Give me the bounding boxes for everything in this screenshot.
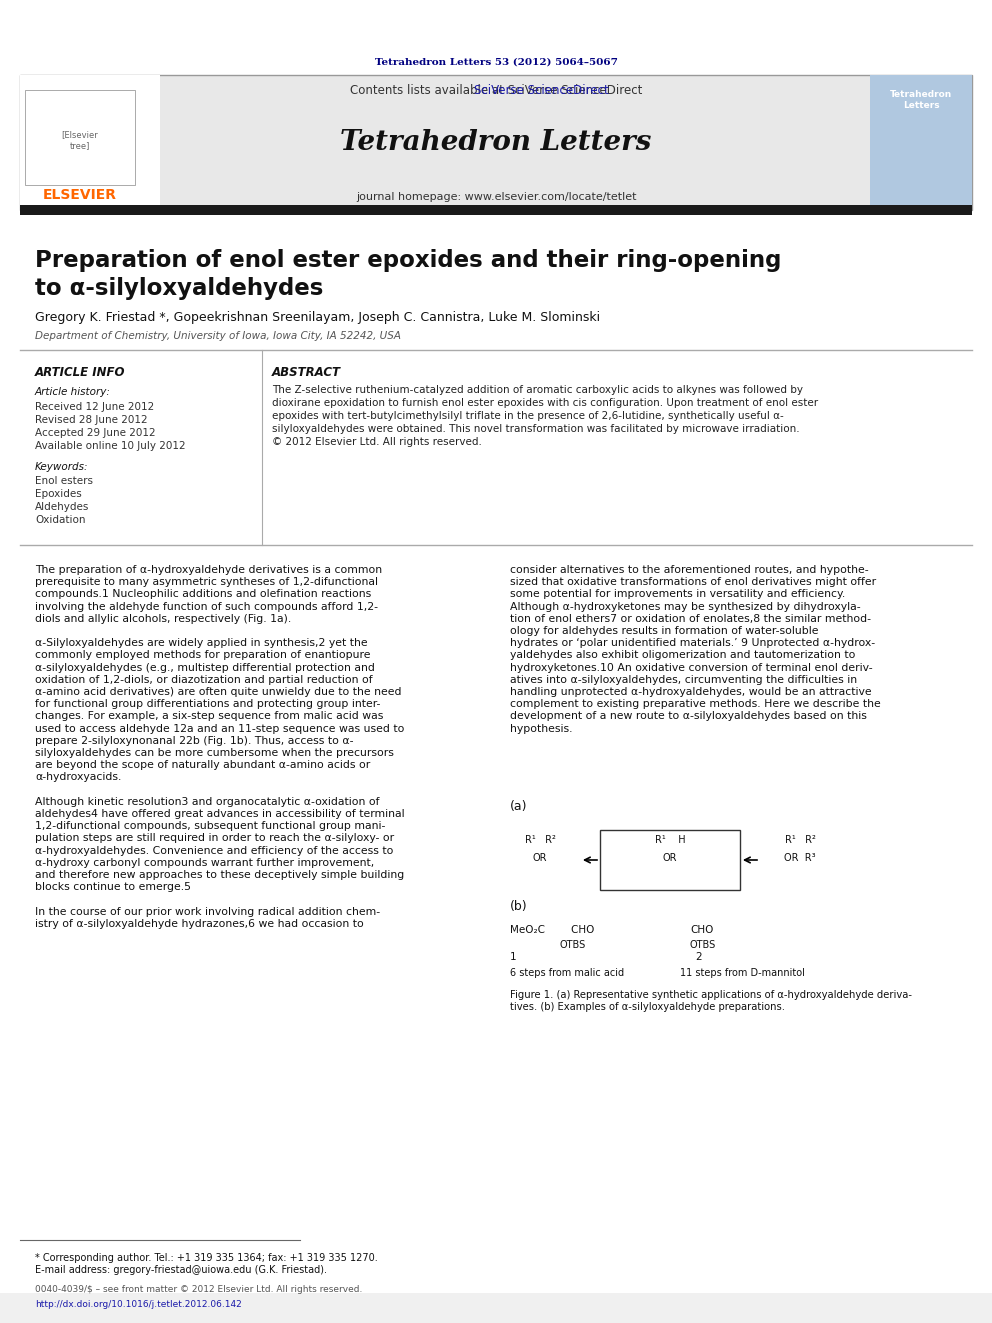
Text: α-silyloxyaldehydes (e.g., multistep differential protection and: α-silyloxyaldehydes (e.g., multistep dif…: [35, 663, 375, 672]
Text: pulation steps are still required in order to reach the α-silyloxy- or: pulation steps are still required in ord…: [35, 833, 394, 843]
Text: ology for aldehydes results in formation of water-soluble: ology for aldehydes results in formation…: [510, 626, 818, 636]
Text: OTBS: OTBS: [690, 941, 716, 950]
Text: R¹   R²: R¹ R²: [525, 835, 556, 845]
Text: 1: 1: [510, 953, 517, 962]
Text: OR: OR: [533, 853, 548, 863]
Text: prepare 2-silyloxynonanal 22b (Fig. 1b). Thus, access to α-: prepare 2-silyloxynonanal 22b (Fig. 1b).…: [35, 736, 353, 746]
Text: blocks continue to emerge.5: blocks continue to emerge.5: [35, 882, 191, 892]
Text: to α-silyloxyaldehydes: to α-silyloxyaldehydes: [35, 277, 323, 299]
Bar: [870, 75, 972, 210]
Text: R¹    H: R¹ H: [655, 835, 685, 845]
Bar: [600, 830, 740, 890]
Text: hydroxyketones.10 An oxidative conversion of terminal enol deriv-: hydroxyketones.10 An oxidative conversio…: [510, 663, 873, 672]
Text: oxidation of 1,2-diols, or diazotization and partial reduction of: oxidation of 1,2-diols, or diazotization…: [35, 675, 373, 685]
Text: Tetrahedron
Letters: Tetrahedron Letters: [890, 90, 952, 110]
Text: Received 12 June 2012: Received 12 June 2012: [35, 402, 154, 411]
Text: tion of enol ethers7 or oxidation of enolates,8 the similar method-: tion of enol ethers7 or oxidation of eno…: [510, 614, 871, 624]
Text: sized that oxidative transformations of enol derivatives might offer: sized that oxidative transformations of …: [510, 577, 876, 587]
Text: The Z-selective ruthenium-catalyzed addition of aromatic carboxylic acids to alk: The Z-selective ruthenium-catalyzed addi…: [272, 385, 803, 396]
Text: The preparation of α-hydroxyaldehyde derivatives is a common: The preparation of α-hydroxyaldehyde der…: [35, 565, 382, 576]
Text: Article history:: Article history:: [35, 388, 111, 397]
Text: handling unprotected α-hydroxyaldehydes, would be an attractive: handling unprotected α-hydroxyaldehydes,…: [510, 687, 872, 697]
Text: [Elsevier
tree]: [Elsevier tree]: [62, 130, 98, 149]
Text: diols and allylic alcohols, respectively (Fig. 1a).: diols and allylic alcohols, respectively…: [35, 614, 292, 624]
Text: journal homepage: www.elsevier.com/locate/tetlet: journal homepage: www.elsevier.com/locat…: [356, 192, 636, 202]
Text: dioxirane epoxidation to furnish enol ester epoxides with cis configuration. Upo: dioxirane epoxidation to furnish enol es…: [272, 398, 818, 407]
Text: some potential for improvements in versatility and efficiency.: some potential for improvements in versa…: [510, 590, 845, 599]
Text: compounds.1 Nucleophilic additions and olefination reactions: compounds.1 Nucleophilic additions and o…: [35, 590, 371, 599]
Text: OR  R³: OR R³: [785, 853, 815, 863]
Text: CHO: CHO: [690, 925, 713, 935]
Text: R¹   R²: R¹ R²: [785, 835, 815, 845]
Text: Oxidation: Oxidation: [35, 515, 85, 525]
Bar: [20, 75, 160, 210]
Text: istry of α-silyloxyaldehyde hydrazones,6 we had occasion to: istry of α-silyloxyaldehyde hydrazones,6…: [35, 918, 364, 929]
Text: Although kinetic resolution3 and organocatalytic α-oxidation of: Although kinetic resolution3 and organoc…: [35, 796, 380, 807]
Text: hydrates or ‘polar unidentified materials.’ 9 Unprotected α-hydrox-: hydrates or ‘polar unidentified material…: [510, 638, 875, 648]
Text: 0040-4039/$ – see front matter © 2012 Elsevier Ltd. All rights reserved.: 0040-4039/$ – see front matter © 2012 El…: [35, 1285, 362, 1294]
Text: 2: 2: [695, 953, 701, 962]
Text: OR: OR: [663, 853, 678, 863]
Text: complement to existing preparative methods. Here we describe the: complement to existing preparative metho…: [510, 699, 881, 709]
Text: Tetrahedron Letters 53 (2012) 5064–5067: Tetrahedron Letters 53 (2012) 5064–5067: [375, 57, 617, 66]
Text: OTBS: OTBS: [560, 941, 586, 950]
Text: * Corresponding author. Tel.: +1 319 335 1364; fax: +1 319 335 1270.: * Corresponding author. Tel.: +1 319 335…: [35, 1253, 378, 1263]
Text: yaldehydes also exhibit oligomerization and tautomerization to: yaldehydes also exhibit oligomerization …: [510, 651, 855, 660]
Text: 11 steps from D-mannitol: 11 steps from D-mannitol: [680, 968, 805, 978]
Text: changes. For example, a six-step sequence from malic acid was: changes. For example, a six-step sequenc…: [35, 712, 383, 721]
Text: 6 steps from malic acid: 6 steps from malic acid: [510, 968, 624, 978]
Text: Although α-hydroxyketones may be synthesized by dihydroxyla-: Although α-hydroxyketones may be synthes…: [510, 602, 861, 611]
Text: prerequisite to many asymmetric syntheses of 1,2-difunctional: prerequisite to many asymmetric synthese…: [35, 577, 378, 587]
Text: involving the aldehyde function of such compounds afford 1,2-: involving the aldehyde function of such …: [35, 602, 378, 611]
Text: Keywords:: Keywords:: [35, 462, 88, 472]
Text: development of a new route to α-silyloxyaldehydes based on this: development of a new route to α-silyloxy…: [510, 712, 867, 721]
Text: Accepted 29 June 2012: Accepted 29 June 2012: [35, 429, 156, 438]
Text: Aldehydes: Aldehydes: [35, 501, 89, 512]
Text: epoxides with tert-butylcimethylsilyl triflate in the presence of 2,6-lutidine, : epoxides with tert-butylcimethylsilyl tr…: [272, 411, 784, 421]
Text: Available online 10 July 2012: Available online 10 July 2012: [35, 441, 186, 451]
Text: ABSTRACT: ABSTRACT: [272, 365, 341, 378]
Bar: [0, 1293, 992, 1323]
Text: commonly employed methods for preparation of enantiopure: commonly employed methods for preparatio…: [35, 651, 370, 660]
Text: (b): (b): [510, 900, 528, 913]
Text: Preparation of enol ester epoxides and their ring-opening: Preparation of enol ester epoxides and t…: [35, 249, 782, 271]
Text: Tetrahedron Letters: Tetrahedron Letters: [340, 128, 652, 156]
Text: Epoxides: Epoxides: [35, 490, 81, 499]
Text: silyloxyaldehydes can be more cumbersome when the precursors: silyloxyaldehydes can be more cumbersome…: [35, 747, 394, 758]
Text: α-hydroxy carbonyl compounds warrant further improvement,: α-hydroxy carbonyl compounds warrant fur…: [35, 857, 374, 868]
Text: ARTICLE INFO: ARTICLE INFO: [35, 365, 126, 378]
Text: atives into α-silyloxyaldehydes, circumventing the difficulties in: atives into α-silyloxyaldehydes, circumv…: [510, 675, 857, 685]
Text: are beyond the scope of naturally abundant α-amino acids or: are beyond the scope of naturally abunda…: [35, 761, 370, 770]
Text: used to access aldehyde 12a and an 11-step sequence was used to: used to access aldehyde 12a and an 11-st…: [35, 724, 405, 733]
Text: tives. (b) Examples of α-silyloxyaldehyde preparations.: tives. (b) Examples of α-silyloxyaldehyd…: [510, 1002, 785, 1012]
Text: E-mail address: gregory-friestad@uiowa.edu (G.K. Friestad).: E-mail address: gregory-friestad@uiowa.e…: [35, 1265, 327, 1275]
Text: Enol esters: Enol esters: [35, 476, 93, 486]
Text: for functional group differentiations and protecting group inter-: for functional group differentiations an…: [35, 699, 380, 709]
Text: α-amino acid derivatives) are often quite unwieldy due to the need: α-amino acid derivatives) are often quit…: [35, 687, 402, 697]
Text: α-hydroxyaldehydes. Convenience and efficiency of the access to: α-hydroxyaldehydes. Convenience and effi…: [35, 845, 394, 856]
Text: 1,2-difunctional compounds, subsequent functional group mani-: 1,2-difunctional compounds, subsequent f…: [35, 822, 385, 831]
Text: Revised 28 June 2012: Revised 28 June 2012: [35, 415, 148, 425]
FancyBboxPatch shape: [20, 75, 972, 210]
Text: Gregory K. Friestad *, Gopeekrishnan Sreenilayam, Joseph C. Cannistra, Luke M. S: Gregory K. Friestad *, Gopeekrishnan Sre…: [35, 311, 600, 324]
Text: © 2012 Elsevier Ltd. All rights reserved.: © 2012 Elsevier Ltd. All rights reserved…: [272, 437, 482, 447]
Text: silyloxyaldehydes were obtained. This novel transformation was facilitated by mi: silyloxyaldehydes were obtained. This no…: [272, 423, 800, 434]
Text: (a): (a): [510, 800, 528, 814]
Bar: [25, 90, 135, 185]
Text: MeO₂C        CHO: MeO₂C CHO: [510, 925, 594, 935]
Text: Figure 1. (a) Representative synthetic applications of α-hydroxyaldehyde deriva-: Figure 1. (a) Representative synthetic a…: [510, 990, 912, 1000]
Text: SciVerse ScienceDirect: SciVerse ScienceDirect: [384, 83, 608, 97]
Text: consider alternatives to the aforementioned routes, and hypothe-: consider alternatives to the aforementio…: [510, 565, 869, 576]
Text: ELSEVIER: ELSEVIER: [43, 188, 117, 202]
Text: Contents lists available at SciVerse ScienceDirect: Contents lists available at SciVerse Sci…: [350, 83, 642, 97]
Text: α-Silyloxyaldehydes are widely applied in synthesis,2 yet the: α-Silyloxyaldehydes are widely applied i…: [35, 638, 368, 648]
Text: and therefore new approaches to these deceptively simple building: and therefore new approaches to these de…: [35, 871, 405, 880]
Text: hypothesis.: hypothesis.: [510, 724, 572, 733]
Text: aldehydes4 have offered great advances in accessibility of terminal: aldehydes4 have offered great advances i…: [35, 808, 405, 819]
Text: http://dx.doi.org/10.1016/j.tetlet.2012.06.142: http://dx.doi.org/10.1016/j.tetlet.2012.…: [35, 1301, 242, 1308]
Text: α-hydroxyacids.: α-hydroxyacids.: [35, 773, 121, 782]
Text: Department of Chemistry, University of Iowa, Iowa City, IA 52242, USA: Department of Chemistry, University of I…: [35, 331, 401, 341]
Text: In the course of our prior work involving radical addition chem-: In the course of our prior work involvin…: [35, 906, 380, 917]
Bar: [20, 205, 972, 216]
